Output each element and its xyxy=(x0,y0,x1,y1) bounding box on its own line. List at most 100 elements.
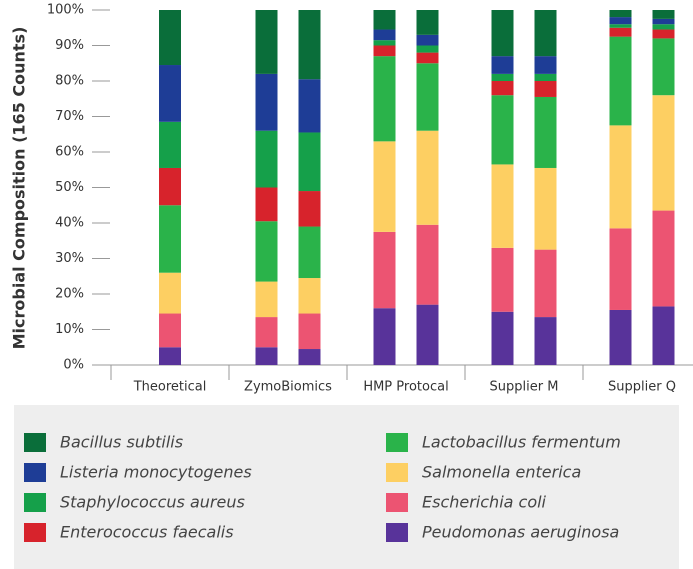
x-tick-label: Theoretical xyxy=(133,380,207,395)
bar-segment xyxy=(652,10,675,19)
y-tick-label: 30% xyxy=(55,251,84,266)
bar-segment xyxy=(416,10,439,35)
bar-segment xyxy=(255,347,278,365)
bar-segment xyxy=(373,141,396,232)
bar-segment xyxy=(609,17,632,25)
legend-label: Enterococcus faecalis xyxy=(60,523,234,542)
bar-segment xyxy=(298,10,321,80)
bar-segment xyxy=(491,95,514,165)
bar-segment xyxy=(298,191,321,227)
y-tick-label: 90% xyxy=(55,38,84,53)
bar-segment xyxy=(491,73,514,81)
legend-swatch xyxy=(386,463,408,482)
y-tick-label: 20% xyxy=(55,287,84,302)
y-tick-label: 70% xyxy=(55,109,84,124)
legend-swatch xyxy=(24,523,46,542)
bar-segment xyxy=(609,125,632,229)
legend-label: Listeria monocytogenes xyxy=(60,463,252,482)
bar-segment xyxy=(534,249,557,318)
bar-segment xyxy=(255,73,278,131)
y-tick-label: 50% xyxy=(55,180,84,195)
legend-label: Bacillus subtilis xyxy=(60,433,183,452)
bar-segment xyxy=(609,36,632,126)
bar-segment xyxy=(416,224,439,305)
bar-segment xyxy=(652,95,675,211)
y-tick-label: 100% xyxy=(47,3,84,18)
y-axis-label: Microbial Composition (165 Counts) xyxy=(10,27,29,350)
bar-segment xyxy=(255,221,278,282)
bar-segment xyxy=(652,29,675,39)
bar-segment xyxy=(491,81,514,96)
x-tick-label: Supplier Q xyxy=(608,380,676,395)
bar-segment xyxy=(534,73,557,81)
bar-segment xyxy=(159,313,181,348)
y-tick-label: 0% xyxy=(63,358,84,373)
bar-segment xyxy=(255,10,278,74)
bar-segment xyxy=(159,167,181,206)
bar-segment xyxy=(491,10,514,57)
bar-segment xyxy=(652,38,675,96)
bar-segment xyxy=(298,313,321,350)
legend-swatch xyxy=(24,463,46,482)
y-tick-label: 10% xyxy=(55,322,84,337)
legend-swatch xyxy=(386,493,408,512)
legend-label: Salmonella enterica xyxy=(422,463,581,482)
x-tick-label: HMP Protocal xyxy=(363,380,448,395)
bar-segment xyxy=(491,56,514,74)
bar-segment xyxy=(652,210,675,307)
bar-segment xyxy=(491,164,514,248)
bar-segment xyxy=(159,347,181,365)
bar-segment xyxy=(159,121,181,168)
y-tick-label: 80% xyxy=(55,74,84,89)
x-tick-label: Supplier M xyxy=(490,380,559,395)
bar-segment xyxy=(159,65,181,122)
x-tick-label: ZymoBiomics xyxy=(244,380,332,395)
bar-segment xyxy=(491,311,514,365)
bar-segment xyxy=(609,24,632,28)
legend-swatch xyxy=(24,433,46,452)
bar-segment xyxy=(373,308,396,365)
bar-segment xyxy=(416,130,439,225)
bar-segment xyxy=(373,40,396,46)
bar-segment xyxy=(491,247,514,312)
bar-segment xyxy=(534,317,557,365)
legend-box xyxy=(14,405,679,569)
legend-swatch xyxy=(386,433,408,452)
y-tick-label: 40% xyxy=(55,216,84,231)
legend-label: Escherichia coli xyxy=(422,493,547,512)
bar-segment xyxy=(373,56,396,142)
bar-segment xyxy=(652,24,675,30)
bar-segment xyxy=(373,231,396,309)
bar-segment xyxy=(416,63,439,131)
bar-segment xyxy=(373,45,396,57)
legend-label: Peudomonas aeruginosa xyxy=(422,523,619,542)
bar-segment xyxy=(534,56,557,74)
bar-segment xyxy=(609,309,632,365)
legend-label: Staphylococcus aureus xyxy=(60,493,245,512)
bar-segment xyxy=(534,10,557,57)
bar-segment xyxy=(416,52,439,64)
bar-segment xyxy=(373,29,396,41)
bar-segment xyxy=(609,27,632,37)
bar-segment xyxy=(159,272,181,314)
bar-segment xyxy=(298,349,321,365)
bar-segment xyxy=(609,228,632,310)
bar-segment xyxy=(416,34,439,46)
bar-segment xyxy=(609,10,632,18)
bar-segment xyxy=(298,278,321,314)
bar-segment xyxy=(159,205,181,273)
bar-segment xyxy=(298,79,321,133)
bar-segment xyxy=(534,96,557,168)
bar-segment xyxy=(652,306,675,365)
bar-segment xyxy=(159,10,181,66)
bar-segment xyxy=(534,81,557,97)
y-tick-label: 60% xyxy=(55,145,84,160)
bar-segment xyxy=(298,132,321,192)
bar-segment xyxy=(255,281,278,318)
legend-swatch xyxy=(386,523,408,542)
legend-swatch xyxy=(24,493,46,512)
bar-segment xyxy=(416,304,439,365)
bar-segment xyxy=(534,167,557,250)
legend-label: Lactobacillus fermentum xyxy=(422,433,621,452)
